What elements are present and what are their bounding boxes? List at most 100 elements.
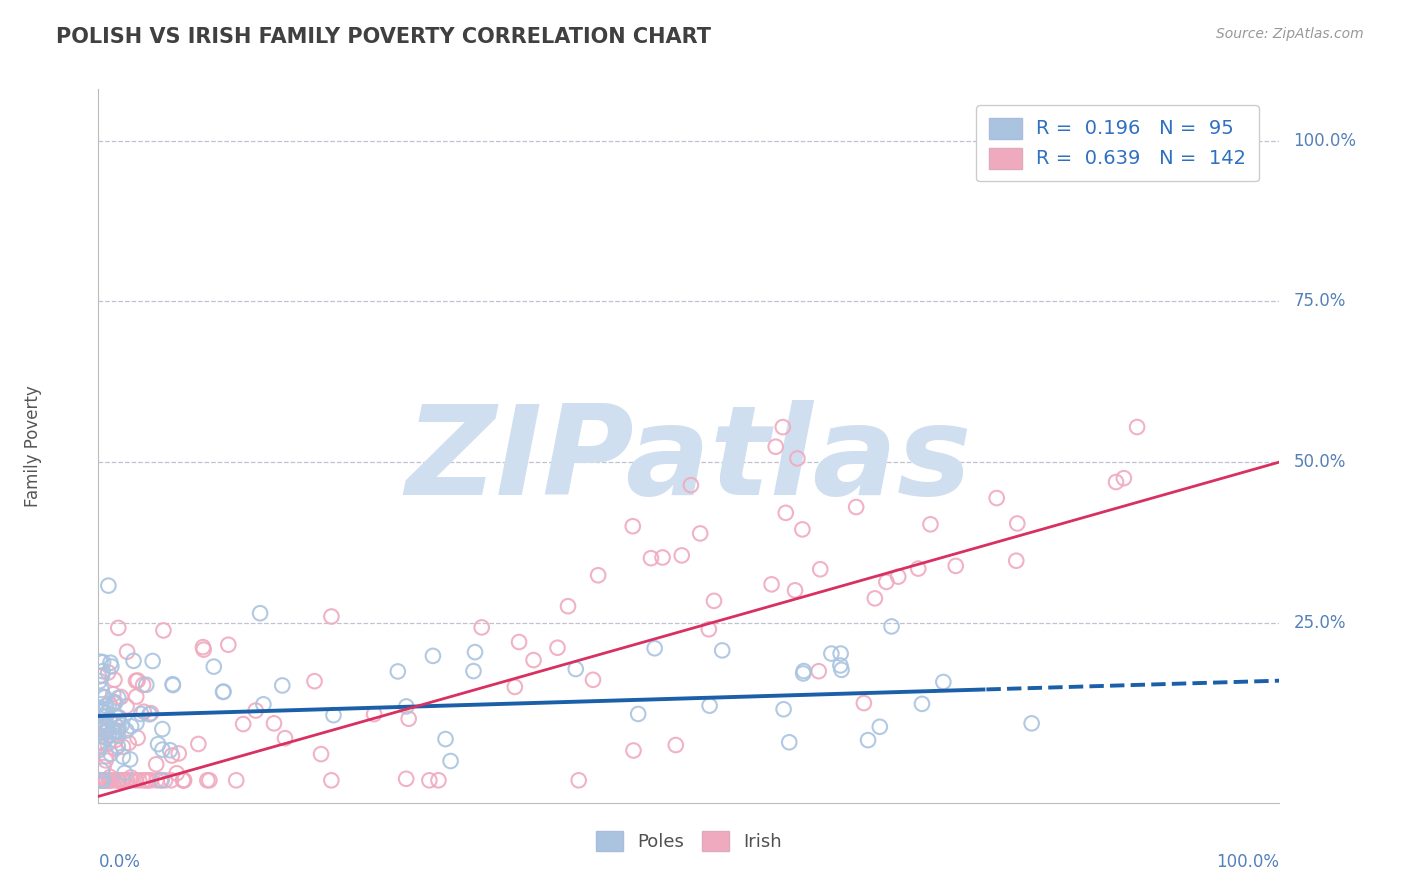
Point <box>94 719 117 733</box>
Point <box>162 677 184 691</box>
Point <box>100 773 122 788</box>
Point <box>679 478 702 492</box>
Point <box>111 749 134 764</box>
Point <box>232 717 254 731</box>
Point <box>89 700 111 714</box>
Point <box>107 723 129 738</box>
Text: Source: ZipAtlas.com: Source: ZipAtlas.com <box>1216 27 1364 41</box>
Point <box>146 737 169 751</box>
Text: POLISH VS IRISH FAMILY POVERTY CORRELATION CHART: POLISH VS IRISH FAMILY POVERTY CORRELATI… <box>56 27 711 46</box>
Point <box>439 754 461 768</box>
Point <box>945 558 967 573</box>
Point <box>986 491 1008 505</box>
Point <box>120 719 142 733</box>
Point <box>94 698 117 713</box>
Point <box>225 773 247 788</box>
Point <box>808 562 831 576</box>
Point <box>786 451 808 466</box>
Point <box>793 664 815 678</box>
Point <box>644 641 666 656</box>
Point <box>120 752 142 766</box>
Point <box>129 706 152 721</box>
Point <box>89 655 111 669</box>
Point <box>932 675 955 690</box>
Point <box>108 773 131 788</box>
Text: ZIPatlas: ZIPatlas <box>406 400 972 521</box>
Point <box>651 550 673 565</box>
Point <box>321 609 343 624</box>
Point <box>103 697 125 711</box>
Point <box>145 757 167 772</box>
Point <box>363 707 385 722</box>
Point <box>321 773 343 788</box>
Point <box>91 664 114 678</box>
Point <box>89 773 111 788</box>
Point <box>136 773 159 788</box>
Point <box>395 699 418 714</box>
Point <box>150 773 173 788</box>
Point <box>778 735 800 749</box>
Point <box>831 663 853 677</box>
Point <box>93 725 115 739</box>
Point <box>830 658 852 673</box>
Point <box>120 773 142 788</box>
Point <box>135 678 157 692</box>
Point <box>97 723 120 737</box>
Point <box>98 713 121 727</box>
Point <box>427 773 450 788</box>
Point <box>120 771 142 785</box>
Point <box>1021 716 1043 731</box>
Point <box>104 741 127 756</box>
Point <box>104 695 127 709</box>
Point <box>90 736 112 750</box>
Point <box>252 698 274 712</box>
Point <box>138 707 160 722</box>
Point <box>503 680 526 694</box>
Point <box>689 526 711 541</box>
Point <box>89 773 111 788</box>
Point <box>91 690 114 704</box>
Point <box>309 747 332 761</box>
Point <box>98 773 121 788</box>
Point <box>96 731 118 745</box>
Point <box>245 704 267 718</box>
Point <box>522 653 544 667</box>
Point <box>508 635 530 649</box>
Point <box>103 724 125 739</box>
Point <box>111 773 134 788</box>
Point <box>249 606 271 620</box>
Point <box>98 770 121 784</box>
Point <box>263 716 285 731</box>
Point <box>112 773 135 788</box>
Point <box>114 765 136 780</box>
Point <box>1005 554 1028 568</box>
Point <box>623 743 645 757</box>
Point <box>398 712 420 726</box>
Point <box>87 722 110 736</box>
Point <box>107 710 129 724</box>
Point <box>703 594 725 608</box>
Point <box>671 549 693 563</box>
Point <box>772 420 794 434</box>
Point <box>125 690 148 704</box>
Point <box>89 720 111 734</box>
Point <box>90 773 112 788</box>
Point <box>97 737 120 751</box>
Point <box>765 440 787 454</box>
Point <box>132 773 155 788</box>
Point <box>118 736 141 750</box>
Point <box>271 678 294 692</box>
Point <box>863 591 886 606</box>
Point <box>761 577 783 591</box>
Point <box>96 721 118 735</box>
Point <box>98 697 121 711</box>
Point <box>212 685 235 699</box>
Point <box>97 728 120 742</box>
Point <box>103 695 125 709</box>
Point <box>845 500 868 514</box>
Point <box>187 737 209 751</box>
Point <box>128 773 150 788</box>
Point <box>387 665 409 679</box>
Point <box>582 673 605 687</box>
Point <box>107 773 129 788</box>
